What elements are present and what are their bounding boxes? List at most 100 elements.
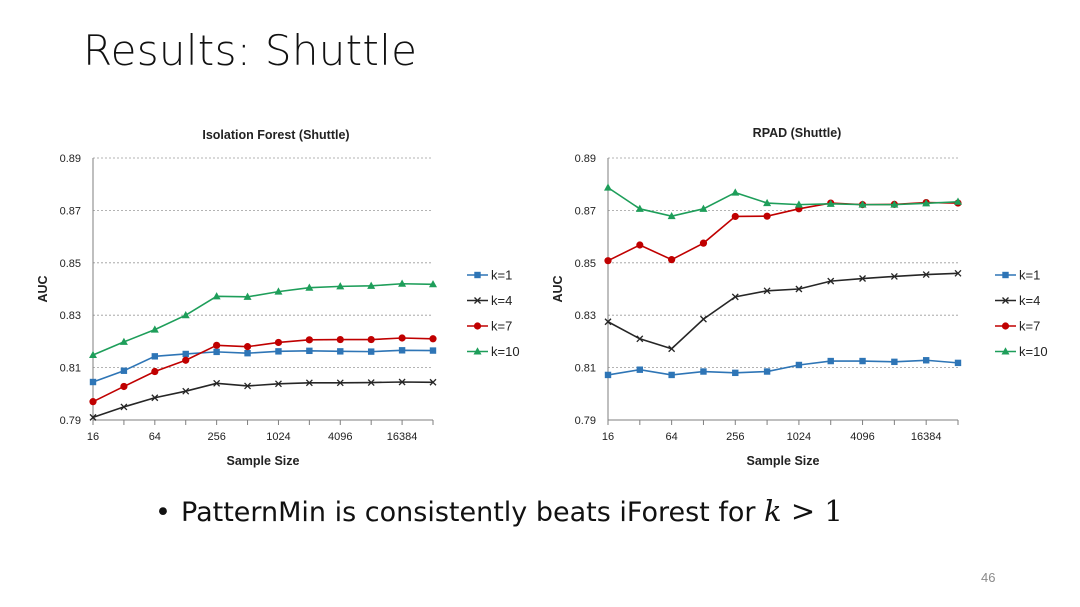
series-line <box>607 186 959 217</box>
data-point <box>891 358 898 366</box>
legend-label: k=10 <box>1019 344 1048 359</box>
data-point <box>398 347 406 354</box>
slide-title: Results: Shuttle <box>83 26 418 75</box>
data-point <box>922 199 931 207</box>
data-point-b <box>699 315 707 323</box>
data-point <box>668 256 676 264</box>
y-tick-label: 0.87 <box>60 205 81 217</box>
data-point-b <box>213 379 221 387</box>
data-point <box>367 335 375 344</box>
series-k=7 <box>89 334 437 406</box>
data-point <box>429 280 437 288</box>
data-point <box>668 345 676 353</box>
data-point <box>367 379 375 386</box>
data-point <box>337 348 344 355</box>
data-point <box>636 366 644 373</box>
data-point <box>212 292 221 300</box>
data-point <box>954 359 962 367</box>
data-point <box>151 367 159 376</box>
y-tick-label: 0.79 <box>575 415 596 427</box>
y-tick-label: 0.83 <box>575 310 596 322</box>
data-point <box>668 371 675 379</box>
data-point <box>636 335 644 343</box>
series-line <box>607 201 959 262</box>
x-tick-label: 4096 <box>328 431 352 443</box>
x-tick-label: 64 <box>149 431 161 443</box>
data-point-b <box>398 378 406 386</box>
x-tick-label: 1024 <box>787 431 811 443</box>
data-point <box>763 368 771 375</box>
data-point <box>890 272 898 280</box>
y-tick-label: 0.79 <box>60 415 81 427</box>
data-point <box>119 337 128 345</box>
data-point <box>604 183 612 191</box>
data-point <box>731 188 740 196</box>
data-point <box>429 347 437 354</box>
data-point <box>367 281 376 289</box>
data-point <box>213 341 221 349</box>
math-variable: k <box>764 494 782 528</box>
data-point <box>827 277 835 285</box>
data-point-b <box>89 413 97 421</box>
data-point-b <box>890 272 898 280</box>
chart-title: Isolation Forest (Shuttle) <box>202 128 349 142</box>
data-point <box>89 378 97 386</box>
data-point <box>398 279 407 287</box>
data-point-b <box>244 382 252 390</box>
series-k=10 <box>89 279 437 359</box>
data-point <box>274 380 282 388</box>
data-point <box>826 199 835 207</box>
data-point <box>305 283 314 291</box>
data-point-b <box>120 403 128 411</box>
series-line <box>92 282 434 356</box>
data-point <box>336 379 344 387</box>
data-point <box>275 348 282 355</box>
data-point <box>795 361 803 369</box>
y-tick-label: 0.89 <box>575 153 596 165</box>
data-point <box>305 336 313 344</box>
page-number: 46 <box>981 570 996 585</box>
legend-label: k=1 <box>1019 268 1040 283</box>
data-point <box>181 311 190 319</box>
data-point <box>700 368 707 375</box>
x-axis-label: Sample Size <box>747 454 820 468</box>
legend: k=1 k=4 k=7 k=10 <box>467 268 520 359</box>
data-point <box>213 379 221 387</box>
bullet-text: PatternMin is consistently beats iForest… <box>181 497 765 528</box>
x-tick-label: 256 <box>726 431 744 443</box>
data-point <box>182 350 189 358</box>
data-point-b <box>367 379 375 386</box>
data-point-b <box>795 285 803 293</box>
data-point <box>731 293 739 301</box>
data-point <box>398 378 406 386</box>
data-point-b <box>336 379 344 387</box>
series-line <box>92 349 434 383</box>
data-point <box>604 371 612 379</box>
legend-label: k=10 <box>491 344 520 359</box>
legend-label: k=4 <box>1019 293 1040 308</box>
data-point <box>274 287 283 295</box>
y-tick-label: 0.81 <box>575 363 596 375</box>
math-inequality: > 1 <box>781 494 843 528</box>
series-line <box>607 359 959 376</box>
data-point <box>636 241 644 249</box>
data-point <box>89 413 97 421</box>
legend-marker <box>474 297 481 304</box>
x-tick-label: 256 <box>207 431 225 443</box>
series-line <box>92 381 434 419</box>
legend-label: k=1 <box>491 268 512 283</box>
data-point <box>151 353 159 360</box>
data-point <box>150 325 159 333</box>
data-point <box>731 212 739 221</box>
data-point <box>922 271 930 279</box>
data-point <box>763 198 772 207</box>
bullet-dot: • <box>155 497 171 528</box>
data-point <box>604 318 612 326</box>
data-point <box>859 357 866 365</box>
x-tick-label: 64 <box>666 431 678 443</box>
legend-marker <box>1001 347 1010 355</box>
data-point <box>182 356 190 364</box>
legend-marker <box>1002 297 1009 304</box>
legend-marker <box>473 347 482 355</box>
